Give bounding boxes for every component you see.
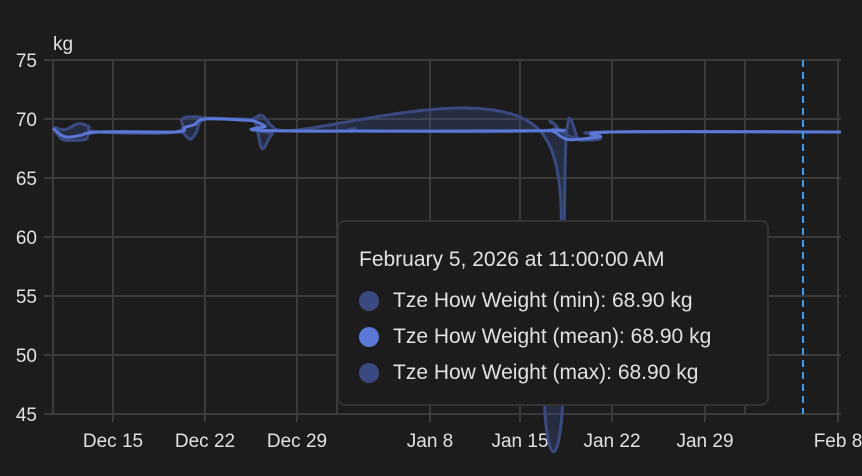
tooltip-row-label: Tze How Weight (mean): 68.90 kg bbox=[393, 325, 712, 348]
series-lines bbox=[51, 106, 842, 453]
tooltip-row-max: Tze How Weight (max): 68.90 kg bbox=[359, 355, 747, 391]
series-dot-icon bbox=[359, 363, 379, 383]
x-tick-label: Dec 29 bbox=[267, 431, 327, 452]
y-tick-label: 50 bbox=[16, 346, 37, 367]
series-dot-icon bbox=[359, 327, 379, 347]
tooltip-row-label: Tze How Weight (min): 68.90 kg bbox=[393, 289, 693, 312]
y-tick-label: 45 bbox=[16, 405, 37, 426]
y-tick-label: 65 bbox=[16, 169, 37, 190]
y-tick-label: 75 bbox=[16, 51, 37, 72]
y-tick-label: 55 bbox=[16, 287, 37, 308]
x-tick-label: Jan 15 bbox=[491, 431, 548, 452]
x-tick-label: Jan 22 bbox=[583, 431, 640, 452]
x-tick-label: Dec 22 bbox=[175, 431, 235, 452]
x-tick-label: Jan 8 bbox=[407, 431, 453, 452]
chart-tooltip: February 5, 2026 at 11:00:00 AM Tze How … bbox=[337, 220, 769, 406]
series-dot-icon bbox=[359, 291, 379, 311]
axis-labels: 45 50 55 60 65 70 75 Dec 15 Dec 22 Dec 29 Jan 8 Jan… bbox=[16, 34, 862, 452]
y-unit-label: kg bbox=[53, 34, 73, 55]
x-tick-label: Jan 29 bbox=[676, 431, 733, 452]
tooltip-row-mean: Tze How Weight (mean): 68.90 kg bbox=[359, 319, 747, 355]
tooltip-row-label: Tze How Weight (max): 68.90 kg bbox=[393, 361, 699, 384]
tooltip-title: February 5, 2026 at 11:00:00 AM bbox=[359, 248, 665, 271]
tooltip-row-min: Tze How Weight (min): 68.90 kg bbox=[359, 283, 747, 319]
series-mean-line bbox=[52, 117, 842, 142]
x-tick-label: Dec 15 bbox=[83, 431, 143, 452]
y-tick-label: 70 bbox=[16, 110, 37, 131]
x-tick-label: Feb 8 bbox=[814, 431, 862, 452]
y-tick-label: 60 bbox=[16, 228, 37, 249]
